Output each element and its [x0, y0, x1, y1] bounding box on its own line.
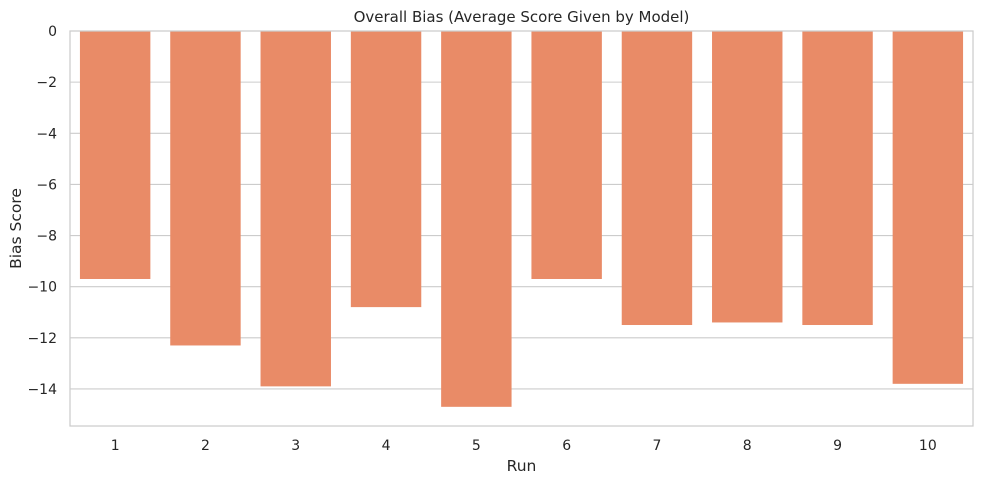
bar: [802, 31, 873, 326]
x-tick-label: 1: [111, 438, 120, 454]
x-axis-label: Run: [507, 457, 537, 475]
bar: [79, 31, 151, 279]
x-tick-label: 9: [833, 438, 842, 454]
y-tick-label: −12: [27, 331, 57, 347]
chart-title: Overall Bias (Average Score Given by Mod…: [354, 8, 690, 26]
x-tick-label: 8: [743, 438, 752, 454]
plot-frame: [69, 30, 974, 427]
bar: [260, 31, 331, 387]
x-tick-label: 7: [652, 438, 661, 454]
y-tick-label: −8: [36, 229, 57, 245]
bar: [531, 31, 602, 279]
x-tick-label: 3: [291, 438, 300, 454]
x-tick-label: 6: [562, 438, 571, 454]
x-tick-label: 4: [382, 438, 391, 454]
bar: [441, 31, 512, 407]
x-tick-label: 5: [472, 438, 481, 454]
bar: [621, 31, 693, 326]
y-axis-label: Bias Score: [7, 188, 25, 269]
y-tick-label: −4: [36, 126, 57, 142]
y-tick-label: −2: [36, 75, 57, 91]
bar: [892, 31, 964, 384]
x-tick-labels: 1 2 3 4 5 6 7 8 9 10: [111, 438, 937, 454]
x-tick-label: 2: [201, 438, 210, 454]
bar: [170, 31, 241, 346]
bars: [79, 31, 964, 407]
x-tick-label: 10: [919, 438, 937, 454]
y-tick-label: −14: [27, 382, 57, 398]
y-tick-label: −6: [36, 177, 57, 193]
y-tick-label: −10: [27, 280, 57, 296]
bar: [350, 31, 422, 308]
bar: [712, 31, 783, 323]
y-tick-label: 0: [48, 24, 57, 40]
y-tick-labels: 0 −2 −4 −6 −8 −10 −12 −14: [27, 24, 57, 398]
